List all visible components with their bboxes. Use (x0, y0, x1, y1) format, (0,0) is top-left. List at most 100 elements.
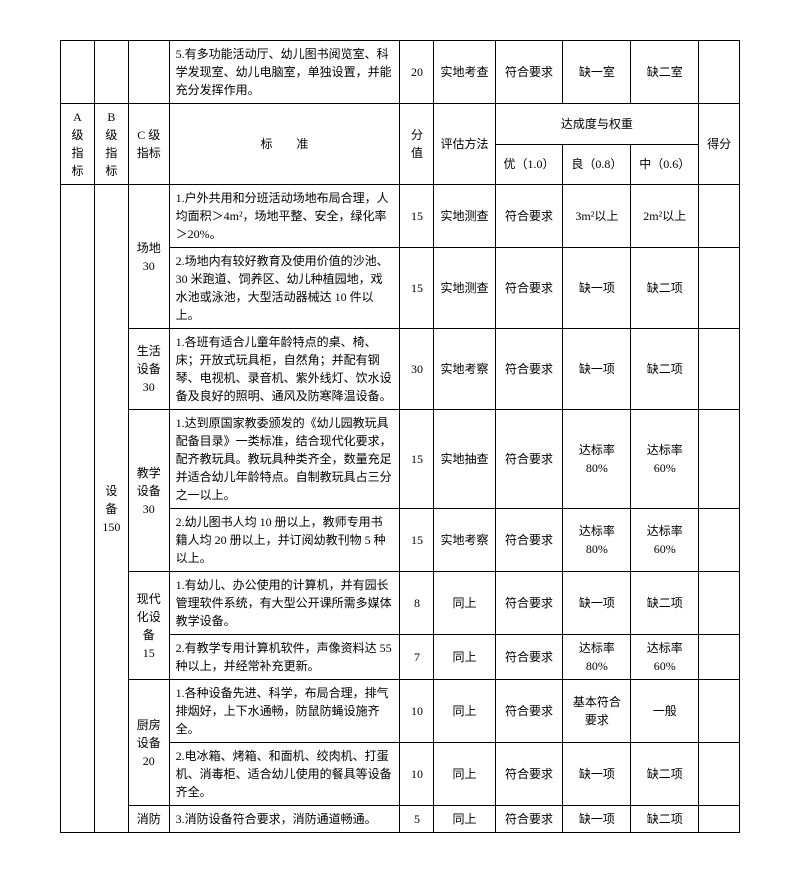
level2-cell: 缺一项 (563, 248, 631, 329)
level1-cell: 符合要求 (495, 410, 563, 509)
header-a: A 级指标 (61, 104, 95, 185)
level2-cell: 缺一项 (563, 743, 631, 806)
method-cell: 实地考察 (434, 509, 495, 572)
score-cell: 15 (400, 248, 434, 329)
level1-cell: 符合要求 (495, 41, 563, 104)
level1-cell: 符合要求 (495, 329, 563, 410)
level2-cell: 缺一项 (563, 329, 631, 410)
method-cell: 同上 (434, 806, 495, 833)
c-level-cell: 教学设备30 (128, 410, 169, 572)
level3-cell: 缺二项 (631, 329, 699, 410)
criteria-cell: 1.各班有适合儿童年龄特点的桌、椅、床；开放式玩具柜，自然角；并配有钢琴、电视机… (169, 329, 400, 410)
score-cell: 7 (400, 635, 434, 680)
table-row: 消防3.消防设备符合要求，消防通道畅通。5同上符合要求缺一项缺二项 (61, 806, 740, 833)
method-cell: 同上 (434, 680, 495, 743)
level2-cell: 缺一室 (563, 41, 631, 104)
level2-cell: 达标率80% (563, 509, 631, 572)
header-grade2: 良（0.8） (563, 144, 631, 185)
score-cell: 10 (400, 680, 434, 743)
level3-cell: 缺二室 (631, 41, 699, 104)
total-cell (699, 410, 740, 509)
c-level-cell: 现代化设备15 (128, 572, 169, 680)
level3-cell: 缺二项 (631, 248, 699, 329)
method-cell: 同上 (434, 743, 495, 806)
level1-cell: 符合要求 (495, 572, 563, 635)
method-cell: 实地考察 (434, 329, 495, 410)
total-cell (699, 635, 740, 680)
table-row: 现代化设备151.有幼儿、办公使用的计算机，并有园长管理软件系统，有大型公开课所… (61, 572, 740, 635)
c-level-cell: 消防 (128, 806, 169, 833)
method-cell: 实地测查 (434, 185, 495, 248)
level1-cell: 符合要求 (495, 806, 563, 833)
c-level-cell: 生活设备30 (128, 329, 169, 410)
method-cell: 实地抽查 (434, 410, 495, 509)
criteria-cell: 1.达到原国家教委颁发的《幼儿园教玩具配备目录》一类标准，结合现代化要求，配齐教… (169, 410, 400, 509)
level3-cell: 缺二项 (631, 743, 699, 806)
total-cell (699, 572, 740, 635)
c-level-cell: 厨房设备20 (128, 680, 169, 806)
criteria-cell: 2.场地内有较好教育及使用价值的沙池、30 米跑道、饲养区、幼儿种植园地，戏水池… (169, 248, 400, 329)
total-cell (699, 248, 740, 329)
method-cell: 实地考查 (434, 41, 495, 104)
total-cell (699, 743, 740, 806)
table-row: 5.有多功能活动厅、幼儿图书阅览室、科学发现室、幼儿电脑室，单独设置，并能充分发… (61, 41, 740, 104)
empty-cell (128, 41, 169, 104)
c-level-cell: 场地30 (128, 185, 169, 329)
level3-cell: 缺二项 (631, 806, 699, 833)
score-cell: 20 (400, 41, 434, 104)
total-cell (699, 509, 740, 572)
level1-cell: 符合要求 (495, 680, 563, 743)
level3-cell: 缺二项 (631, 572, 699, 635)
score-cell: 15 (400, 509, 434, 572)
evaluation-table: 5.有多功能活动厅、幼儿图书阅览室、科学发现室、幼儿电脑室，单独设置，并能充分发… (60, 40, 740, 833)
header-method: 评估方法 (434, 104, 495, 185)
level3-cell: 2m²以上 (631, 185, 699, 248)
total-cell (699, 185, 740, 248)
header-grade3: 中（0.6） (631, 144, 699, 185)
level1-cell: 符合要求 (495, 248, 563, 329)
level3-cell: 达标率60% (631, 635, 699, 680)
level2-cell: 达标率80% (563, 410, 631, 509)
a-level-cell (61, 185, 95, 833)
level1-cell: 符合要求 (495, 743, 563, 806)
score-cell: 30 (400, 329, 434, 410)
criteria-cell: 3.消防设备符合要求，消防通道畅通。 (169, 806, 400, 833)
level3-cell: 达标率60% (631, 410, 699, 509)
score-cell: 15 (400, 410, 434, 509)
total-cell (699, 680, 740, 743)
level1-cell: 符合要求 (495, 509, 563, 572)
level2-cell: 3m²以上 (563, 185, 631, 248)
table-row: 厨房设备201.各种设备先进、科学，布局合理，排气排烟好，上下水通畅，防鼠防蝇设… (61, 680, 740, 743)
table-row: 设备150场地301.户外共用和分班活动场地布局合理，人均面积＞4m²，场地平整… (61, 185, 740, 248)
method-cell: 实地测查 (434, 248, 495, 329)
level1-cell: 符合要求 (495, 635, 563, 680)
level2-cell: 基本符合要求 (563, 680, 631, 743)
criteria-cell: 1.有幼儿、办公使用的计算机，并有园长管理软件系统，有大型公开课所需多媒体教学设… (169, 572, 400, 635)
header-c: C 级指标 (128, 104, 169, 185)
empty-cell (94, 41, 128, 104)
table-row: 生活设备301.各班有适合儿童年龄特点的桌、椅、床；开放式玩具柜，自然角；并配有… (61, 329, 740, 410)
total-cell (699, 806, 740, 833)
header-standard: 标 准 (169, 104, 400, 185)
level3-cell: 达标率60% (631, 509, 699, 572)
criteria-cell: 1.户外共用和分班活动场地布局合理，人均面积＞4m²，场地平整、安全，绿化率＞2… (169, 185, 400, 248)
header-score: 分值 (400, 104, 434, 185)
score-cell: 5 (400, 806, 434, 833)
table-row: A 级指标B 级指标C 级指标标 准分值评估方法达成度与权重得分 (61, 104, 740, 145)
score-cell: 15 (400, 185, 434, 248)
b-level-cell: 设备150 (94, 185, 128, 833)
criteria-cell: 5.有多功能活动厅、幼儿图书阅览室、科学发现室、幼儿电脑室，单独设置，并能充分发… (169, 41, 400, 104)
total-cell (699, 41, 740, 104)
method-cell: 同上 (434, 572, 495, 635)
score-cell: 8 (400, 572, 434, 635)
method-cell: 同上 (434, 635, 495, 680)
level2-cell: 达标率80% (563, 635, 631, 680)
header-total: 得分 (699, 104, 740, 185)
table-row: 教学设备301.达到原国家教委颁发的《幼儿园教玩具配备目录》一类标准，结合现代化… (61, 410, 740, 509)
empty-cell (61, 41, 95, 104)
header-achievement: 达成度与权重 (495, 104, 699, 145)
level2-cell: 缺一项 (563, 572, 631, 635)
level1-cell: 符合要求 (495, 185, 563, 248)
criteria-cell: 1.各种设备先进、科学，布局合理，排气排烟好，上下水通畅，防鼠防蝇设施齐全。 (169, 680, 400, 743)
level3-cell: 一般 (631, 680, 699, 743)
